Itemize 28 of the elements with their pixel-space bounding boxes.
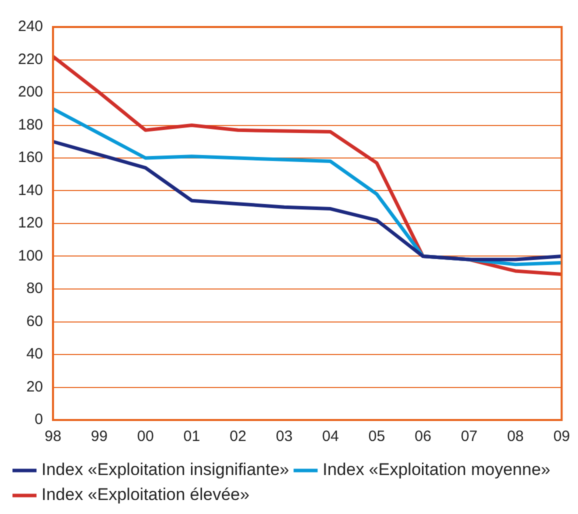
x-tick-label: 05 — [368, 428, 386, 446]
x-tick-label: 09 — [553, 428, 570, 446]
y-tick-label: 60 — [26, 312, 44, 330]
x-tick-label: 99 — [90, 428, 108, 446]
y-tick-label: 40 — [26, 346, 44, 363]
y-tick-label: 20 — [26, 378, 44, 396]
y-tick-label: 180 — [18, 116, 44, 134]
legend-label: Index «Exploitation insignifiante» — [42, 460, 290, 480]
y-tick-label: 120 — [18, 214, 44, 232]
x-tick-label: 01 — [183, 428, 200, 446]
x-tick-label: 06 — [414, 428, 432, 446]
legend-label: Index «Exploitation moyenne» — [322, 460, 550, 480]
x-tick-label: 07 — [460, 428, 478, 446]
y-tick-label: 80 — [26, 280, 44, 298]
legend-label: Index «Exploitation élevée» — [42, 485, 250, 504]
y-tick-label: 140 — [18, 182, 44, 199]
y-tick-label: 100 — [18, 247, 44, 264]
y-tick-label: 0 — [34, 411, 44, 428]
y-tick-label: 200 — [18, 84, 44, 101]
y-tick-label: 160 — [18, 149, 44, 166]
y-tick-label: 240 — [18, 18, 44, 36]
x-tick-label: 08 — [507, 428, 524, 446]
x-tick-label: 02 — [230, 428, 246, 446]
y-tick-label: 220 — [18, 50, 44, 68]
x-tick-label: 00 — [137, 428, 154, 446]
x-tick-label: 03 — [276, 428, 293, 446]
x-tick-label: 04 — [322, 428, 339, 446]
x-tick-label: 98 — [44, 428, 62, 446]
